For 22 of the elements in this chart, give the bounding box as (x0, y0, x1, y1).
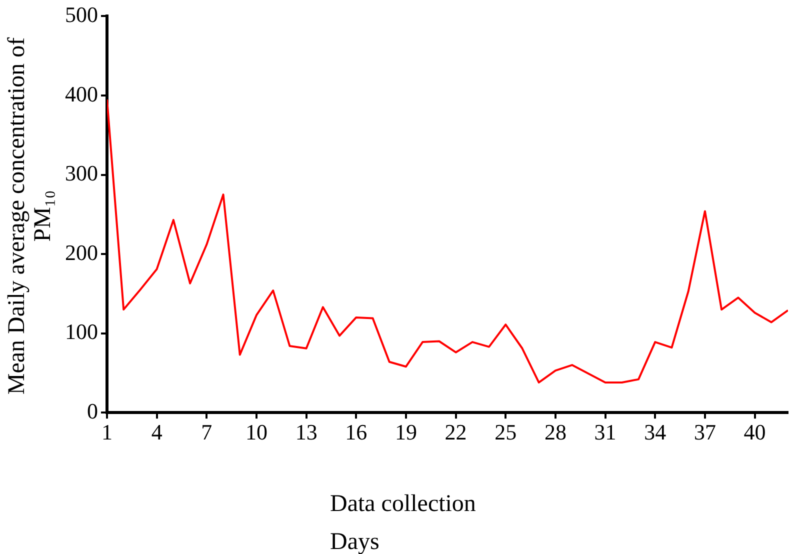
y-axis-title: Mean Daily average concentration of PM₁₀ (4, 36, 56, 397)
x-tick-label: 40 (744, 420, 766, 445)
x-tick-label: 4 (151, 420, 162, 445)
x-tick-label: 22 (444, 420, 467, 445)
x-tick-label: 28 (544, 420, 566, 445)
x-tick-label: 16 (345, 420, 368, 445)
x-axis-title: Data collection Days (330, 490, 477, 554)
x-tick-label: 37 (694, 420, 716, 445)
y-tick-label: 0 (87, 398, 98, 424)
x-tick-label: 25 (494, 420, 517, 445)
y-tick-label: 400 (65, 81, 98, 106)
x-tick-label: 10 (245, 420, 268, 445)
x-tick-label: 19 (394, 420, 417, 445)
y-tick-label: 100 (65, 319, 98, 344)
x-tick-label: 34 (644, 420, 666, 445)
x-tick-label: 1 (102, 420, 112, 445)
y-tick-label: 300 (65, 160, 98, 186)
y-tick-label: 200 (65, 240, 98, 265)
x-tick-label: 7 (201, 420, 212, 445)
x-tick-label: 31 (594, 420, 616, 445)
y-tick-label: 500 (65, 2, 98, 27)
x-tick-label: 13 (295, 420, 318, 445)
